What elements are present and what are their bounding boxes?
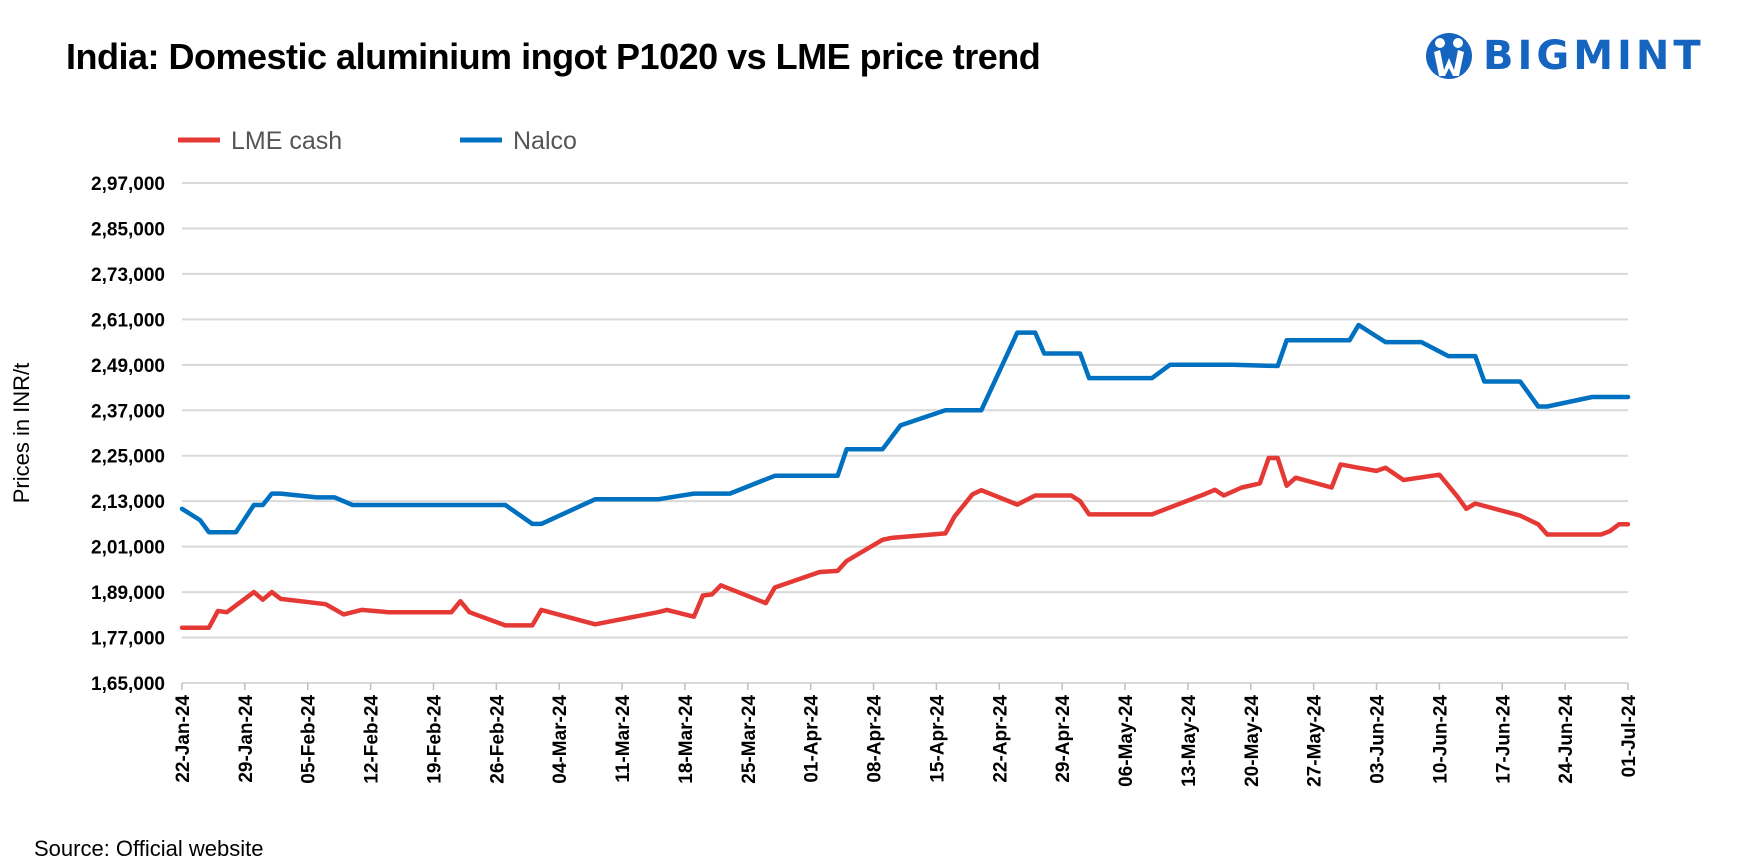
y-tick-label: 1,89,000 (91, 583, 165, 604)
x-tick-label: 15-Apr-24 (927, 695, 948, 783)
x-tick-label: 25-Mar-24 (739, 695, 760, 784)
x-tick-label: 06-May-24 (1116, 695, 1137, 787)
legend-label-nalco: Nalco (513, 127, 577, 155)
x-tick-label: 29-Apr-24 (1053, 695, 1074, 783)
x-tick-label: 01-Apr-24 (802, 695, 823, 783)
x-axis: 22-Jan-24 29-Jan-24 05-Feb-24 12-Feb-24 19-F… (173, 683, 1640, 787)
bigmint-logo-text: BIGMINT (1483, 33, 1705, 79)
x-tick-label: 08-Apr-24 (865, 695, 886, 783)
x-tick-label: 04-Mar-24 (550, 695, 571, 784)
legend: LME cash Nalco (178, 127, 577, 155)
x-tick-label: 26-Feb-24 (487, 695, 508, 784)
bigmint-logo: BIGMINT (1425, 26, 1705, 86)
y-tick-label: 2,61,000 (91, 310, 165, 331)
x-tick-label: 22-Apr-24 (990, 695, 1011, 783)
y-tick-label: 2,85,000 (91, 219, 165, 240)
x-tick-label: 11-Mar-24 (613, 695, 634, 783)
y-tick-label: 2,25,000 (91, 447, 165, 468)
x-tick-label: 10-Jun-24 (1430, 695, 1451, 784)
series-lines (179, 322, 1631, 630)
bigmint-logo-icon (1426, 33, 1472, 79)
x-tick-label: 19-Feb-24 (424, 695, 445, 784)
x-tick-label: 13-May-24 (1179, 695, 1200, 787)
y-tick-label: 1,77,000 (91, 629, 165, 650)
gridlines (182, 182, 1628, 684)
source-note: Source: Official website (34, 836, 264, 861)
y-tick-label: 2,37,000 (91, 401, 165, 422)
y-tick-label: 2,73,000 (91, 265, 165, 286)
x-tick-label: 01-Jul-24 (1619, 695, 1640, 778)
chart-title: India: Domestic aluminium ingot P1020 vs… (66, 36, 1041, 77)
series-line-lme-cash (179, 455, 1631, 630)
y-tick-label: 2,49,000 (91, 356, 165, 377)
x-tick-label: 17-Jun-24 (1493, 695, 1514, 784)
x-tick-label: 20-May-24 (1242, 695, 1263, 787)
y-axis-title: Prices in INR/t (9, 363, 34, 504)
y-tick-label: 1,65,000 (91, 674, 165, 695)
x-tick-label: 27-May-24 (1305, 695, 1326, 787)
x-tick-label: 29-Jan-24 (236, 695, 257, 783)
y-tick-label: 2,01,000 (91, 538, 165, 559)
y-tick-label: 2,97,000 (91, 174, 165, 195)
y-tick-label: 2,13,000 (91, 492, 165, 513)
y-tick-labels: 1,65,000 1,77,000 1,89,000 2,01,000 2,13,000… (91, 174, 165, 695)
x-tick-label: 12-Feb-24 (362, 695, 383, 784)
x-tick-label: 24-Jun-24 (1556, 695, 1577, 784)
legend-label-lme-cash: LME cash (231, 127, 342, 155)
x-tick-label: 05-Feb-24 (299, 695, 320, 784)
x-tick-label: 18-Mar-24 (676, 695, 697, 784)
x-tick-label: 22-Jan-24 (173, 695, 194, 783)
x-tick-label: 03-Jun-24 (1368, 695, 1389, 784)
